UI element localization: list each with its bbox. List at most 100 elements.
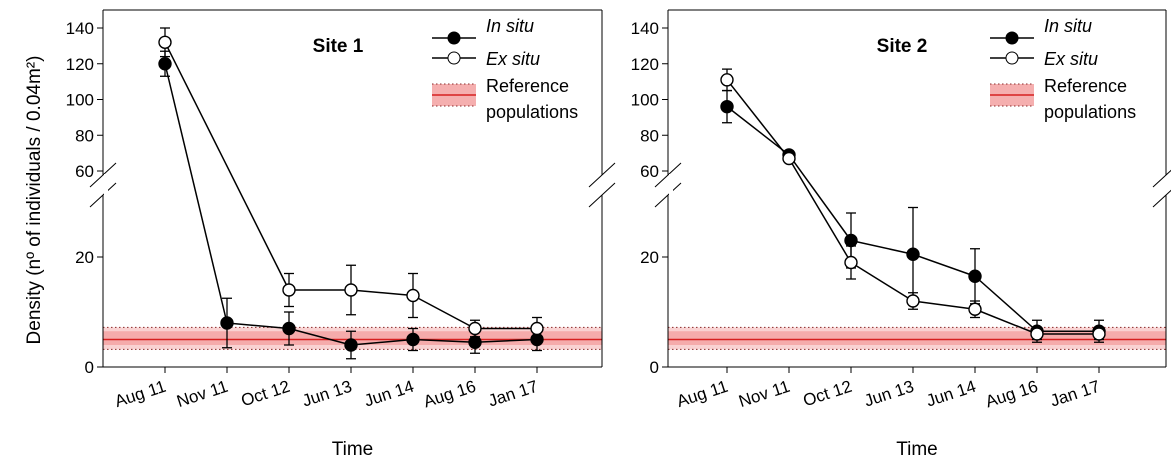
x-tick-label: Aug 11 [112, 377, 168, 411]
data-point [158, 57, 172, 71]
legend-marker-in-situ [1005, 31, 1019, 45]
y-tick-label: 60 [75, 162, 94, 181]
data-point [406, 332, 420, 347]
axis-break-gap [104, 174, 108, 196]
legend-marker-ex-situ [447, 51, 461, 65]
legend: In situ Ex situ Reference populations [990, 16, 1136, 122]
series-line-segment [788, 158, 852, 263]
series-line-segment [850, 261, 914, 302]
x-tick-label: Oct 12 [801, 377, 855, 411]
axis-break-gap [669, 174, 673, 196]
y-tick-label: 80 [640, 126, 659, 145]
x-tick-label: Jun 13 [300, 377, 354, 411]
legend-label-in-situ: In situ [486, 16, 534, 36]
data-point [282, 283, 296, 297]
data-point [1030, 327, 1044, 341]
data-point [906, 294, 920, 308]
x-tick-label: Jun 14 [362, 377, 416, 411]
x-tick-label: Nov 11 [174, 377, 230, 411]
y-tick-label: 20 [75, 248, 94, 267]
data-point [344, 338, 358, 352]
legend-marker-in-situ [447, 31, 461, 45]
legend-label-populations: populations [486, 102, 578, 122]
y-tick-label: 20 [640, 248, 659, 267]
series-line-segment [726, 79, 790, 159]
data-point [906, 247, 920, 261]
panel-title: Site 2 [877, 36, 928, 57]
series-line-segment [412, 294, 476, 330]
y-tick-label: 140 [66, 19, 94, 38]
panel-title: Site 1 [313, 36, 364, 57]
x-axis-title: Time [332, 439, 374, 459]
y-tick-label: 120 [631, 55, 659, 74]
legend-label-ex-situ: Ex situ [486, 49, 540, 69]
x-tick-label: Oct 12 [239, 377, 293, 411]
series-line-segment [412, 338, 476, 343]
data-point [844, 233, 858, 248]
panel-site-1: 0 20 60 80 100 120 140 Aug 11 Nov 11 Oct 12 Jun 13… [66, 9, 616, 460]
data-point [406, 288, 420, 303]
series-line-segment [226, 322, 290, 330]
y-tick-label: 100 [66, 91, 94, 110]
x-tick-label: Jan 17 [486, 377, 540, 411]
series-ex-situ [720, 68, 1106, 341]
series-line-segment [912, 253, 976, 277]
axis-break-mark [1152, 189, 1171, 208]
series-line-segment [912, 300, 976, 310]
data-point [344, 283, 358, 297]
data-point [782, 151, 796, 166]
data-point [220, 316, 234, 330]
data-point [1092, 327, 1106, 341]
series-line-segment [350, 289, 414, 297]
data-point [720, 99, 734, 114]
data-point [844, 255, 858, 270]
series-line-segment [788, 154, 852, 241]
x-tick-label: Jun 13 [862, 377, 916, 411]
data-point [468, 321, 482, 336]
data-point [968, 269, 982, 283]
data-point [468, 335, 482, 349]
x-tick-label: Nov 11 [736, 377, 792, 411]
axis-break-mark [89, 182, 117, 208]
data-point [158, 35, 172, 49]
axis-break-mark [1152, 169, 1171, 188]
plot-frame [654, 9, 1171, 368]
data-point [968, 302, 982, 316]
plot-frame [89, 9, 616, 368]
series-in-situ [158, 50, 544, 360]
series-line-segment [974, 275, 1038, 332]
y-tick-label: 60 [640, 162, 659, 181]
y-tick-label: 120 [66, 55, 94, 74]
legend-marker-ex-situ [1005, 51, 1019, 65]
series-line-segment [474, 338, 538, 343]
legend-label-populations: populations [1044, 102, 1136, 122]
legend-label-reference: Reference [486, 76, 569, 96]
y-tick-label: 100 [631, 91, 659, 110]
series-ex-situ [158, 27, 544, 341]
x-tick-label: Aug 16 [421, 377, 478, 412]
axis-break-mark [654, 162, 682, 188]
x-tick-label: Jun 14 [924, 377, 978, 411]
series-line-segment [726, 106, 790, 156]
axis-break-mark [588, 182, 616, 208]
x-axis-title: Time [896, 439, 938, 459]
x-tick-label: Jan 17 [1048, 377, 1102, 411]
data-point [530, 321, 544, 336]
series-line-segment [164, 41, 290, 291]
y-axis-title: Density (nº of individuals / 0.04m²) [24, 56, 45, 345]
y-tick-label: 80 [75, 126, 94, 145]
axis-break-mark [89, 162, 117, 188]
y-tick-label: 140 [631, 19, 659, 38]
legend-label-reference: Reference [1044, 76, 1127, 96]
axis-break-mark [588, 162, 616, 188]
panel-site-2: 0 20 60 80 100 120 140 Aug 11 Nov 11 Oct 12 Jun 13… [631, 9, 1171, 460]
series-line-segment [850, 239, 914, 255]
axis-break-mark [654, 182, 682, 208]
series-line-segment [350, 338, 414, 346]
y-tick-label: 0 [650, 358, 659, 377]
series-line-segment [974, 308, 1038, 335]
series-line-segment [164, 63, 228, 324]
x-tick-label: Aug 16 [983, 377, 1040, 412]
legend: In situ Ex situ Reference populations [432, 16, 578, 122]
